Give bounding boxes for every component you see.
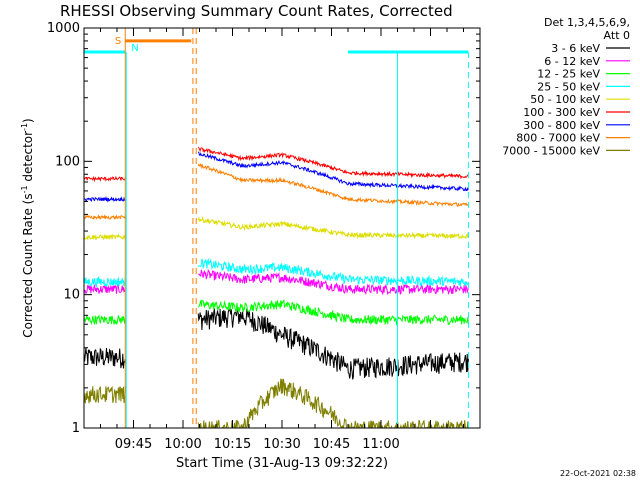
series-7 (84, 163, 469, 220)
series-line-6-post (197, 151, 469, 192)
legend-header-line-2: Att 0 (604, 29, 630, 42)
series-6 (84, 151, 469, 203)
y-tick-label: 10 (63, 288, 80, 303)
series-2 (84, 299, 469, 327)
series-1 (84, 269, 469, 296)
legend-label-0: 3 - 6 keV (551, 42, 600, 55)
series-0 (84, 306, 469, 380)
series-line-7-pre (84, 214, 127, 220)
series-line-3-pre (84, 276, 127, 289)
x-tick-label: 10:30 (263, 437, 300, 452)
series-line-0-pre (84, 347, 127, 369)
series-line-3-post (197, 257, 469, 288)
chart-title: RHESSI Observing Summary Count Rates, Co… (60, 2, 453, 20)
legend-label-8: 7000 - 15000 keV (502, 144, 600, 157)
legend-label-3: 25 - 50 keV (537, 80, 600, 93)
series-line-5-post (197, 146, 469, 180)
x-tick-label: 09:45 (115, 437, 152, 452)
series-line-4-pre (84, 233, 127, 241)
legend-label-1: 6 - 12 keV (544, 55, 600, 68)
x-axis: 09:45 10:00 10:15 10:30 10:45 11:00 (100, 28, 464, 452)
night-label: N (131, 43, 138, 54)
series-line-1-pre (84, 283, 127, 295)
legend-label-2: 12 - 25 keV (537, 68, 600, 81)
x-tick-label: 10:15 (214, 437, 251, 452)
series-line-5-pre (84, 175, 127, 183)
series-line-1-post (198, 269, 469, 296)
saa-label: S (115, 36, 121, 47)
series-line-6-pre (84, 195, 127, 203)
x-tick-label: 10:00 (164, 437, 201, 452)
series-line-2-post (198, 299, 469, 327)
y-tick-label: 100 (55, 154, 80, 169)
footer-date: 22-Oct-2021 02:38 (560, 469, 636, 478)
series-line-8-pre (84, 385, 127, 404)
series-3 (84, 257, 469, 289)
series-line-4-post (197, 215, 469, 240)
legend-header-line-1: Det 1,3,4,5,6,9, (544, 16, 630, 29)
legend-label-5: 100 - 300 keV (523, 106, 600, 119)
series-4 (84, 215, 469, 241)
legend-label-7: 800 - 7000 keV (516, 132, 600, 145)
series-5 (84, 146, 469, 183)
legend-label-6: 300 - 800 keV (523, 119, 600, 132)
y-tick-label: 1 (72, 421, 80, 436)
y-axis-label: Corrected Count Rate (s-1 detector-1) (20, 118, 35, 337)
series-line-8-post (197, 378, 469, 428)
series-8 (84, 378, 469, 428)
x-axis-label: Start Time (31-Aug-13 09:32:22) (176, 456, 388, 471)
x-tick-label: 10:45 (313, 437, 350, 452)
series-line-0-post (197, 306, 469, 380)
series-line-7-post (197, 163, 469, 208)
series-line-2-pre (84, 314, 127, 326)
y-tick-label: 1000 (47, 21, 80, 36)
legend-label-4: 50 - 100 keV (530, 93, 600, 106)
x-tick-label: 11:00 (362, 437, 399, 452)
y-axis: 1 10 100 1000 (47, 21, 480, 436)
